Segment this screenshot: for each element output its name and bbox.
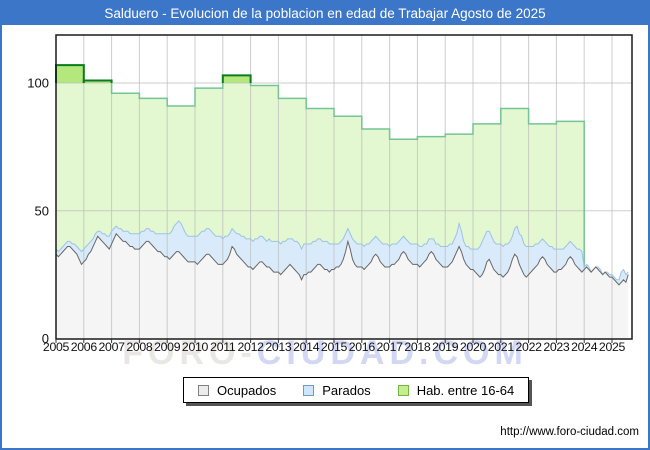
- legend-label: Hab. entre 16-64: [417, 383, 515, 398]
- x-tick-label: 2023: [543, 340, 570, 354]
- legend-label: Parados: [322, 383, 370, 398]
- x-tick-label: 2017: [377, 340, 404, 354]
- x-tick-label: 2013: [265, 340, 292, 354]
- legend-swatch-icon: [303, 385, 314, 396]
- x-tick-label: 2019: [432, 340, 459, 354]
- chart-title-bar: Salduero - Evolucion de la poblacion en …: [2, 2, 648, 25]
- chart-title: Salduero - Evolucion de la poblacion en …: [104, 6, 545, 21]
- x-tick-label: 2006: [71, 340, 98, 354]
- legend-label: Ocupados: [217, 383, 276, 398]
- x-tick-label: 2018: [404, 340, 431, 354]
- legend-item-hab-entre-16-64: Hab. entre 16-64: [398, 383, 515, 398]
- x-tick-label: 2025: [599, 340, 626, 354]
- area-hab-above-100: [56, 65, 84, 83]
- legend-swatch-icon: [398, 385, 409, 396]
- y-tick-label: 50: [35, 203, 49, 218]
- x-tick-label: 2010: [182, 340, 209, 354]
- y-tick-label: 0: [42, 331, 49, 346]
- x-tick-label: 2016: [349, 340, 376, 354]
- x-tick-label: 2021: [488, 340, 515, 354]
- legend-item-ocupados: Ocupados: [198, 383, 276, 398]
- y-tick-label: 100: [27, 76, 49, 91]
- x-tick-label: 2014: [293, 340, 320, 354]
- legend-item-parados: Parados: [303, 383, 370, 398]
- legend: Ocupados Parados Hab. entre 16-64: [183, 377, 529, 403]
- area-hab-above-100: [223, 75, 251, 83]
- website-url: http://www.foro-ciudad.com: [500, 426, 639, 438]
- x-tick-label: 2007: [99, 340, 126, 354]
- legend-swatch-icon: [198, 385, 209, 396]
- x-tick-label: 2020: [460, 340, 487, 354]
- x-tick-label: 2015: [321, 340, 348, 354]
- chart-window: FORO-CIUDAD.COM 200520062007200820092010…: [0, 0, 650, 450]
- x-tick-label: 2022: [516, 340, 543, 354]
- x-tick-label: 2012: [238, 340, 265, 354]
- x-tick-label: 2024: [571, 340, 598, 354]
- x-tick-label: 2011: [210, 340, 236, 354]
- x-tick-label: 2009: [154, 340, 181, 354]
- x-tick-label: 2008: [126, 340, 153, 354]
